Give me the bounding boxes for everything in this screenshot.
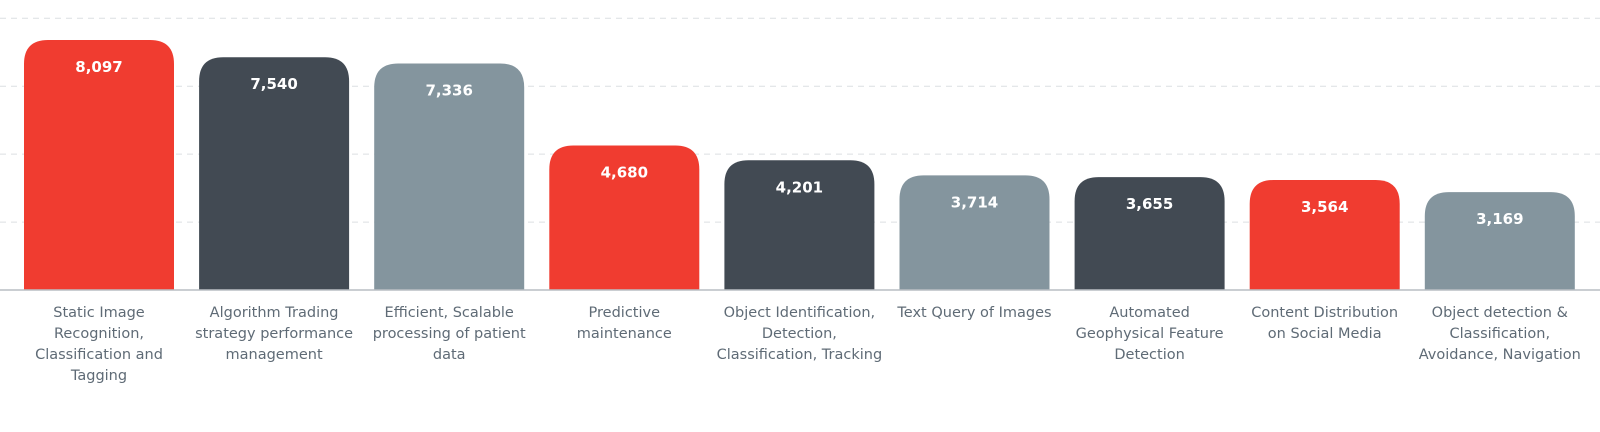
category-label-4: Predictive maintenance: [577, 305, 672, 342]
bar-6: [899, 175, 1050, 290]
category-label-line: management: [226, 347, 323, 363]
category-label-line: Static Image: [53, 305, 145, 321]
category-label-6: Text Query of Images: [896, 305, 1051, 321]
bar-2: [199, 57, 350, 291]
category-label-line: strategy performance: [195, 326, 353, 342]
category-label-line: Detection: [1114, 347, 1184, 363]
category-label-1: Static Image Recognition, Classification a…: [35, 305, 163, 384]
category-label-line: maintenance: [577, 326, 672, 342]
bar-value-label-9: 3,169: [1476, 210, 1523, 228]
category-label-9: Object detection & Classification, Avoidan…: [1419, 305, 1581, 363]
category-label-line: Classification,: [1450, 326, 1551, 342]
category-label-8: Content Distribution on Social Media: [1251, 305, 1398, 342]
category-labels-layer: Static Image Recognition, Classification a…: [35, 305, 1581, 384]
category-label-line: Algorithm Trading: [210, 305, 339, 321]
bar-5: [724, 160, 875, 290]
bar-value-label-7: 3,655: [1126, 195, 1173, 213]
category-label-3: Efficient, Scalable processing of patient…: [373, 305, 526, 363]
bar-value-label-3: 7,336: [425, 81, 472, 99]
category-label-line: Automated: [1109, 305, 1190, 321]
category-label-5: Object Identification, Detection, Classifi…: [717, 305, 883, 363]
category-label-line: Classification and: [35, 347, 163, 363]
category-label-line: data: [433, 347, 466, 363]
bar-7: [1074, 177, 1225, 290]
category-label-line: Efficient, Scalable: [385, 305, 514, 321]
bar-1: [24, 40, 174, 290]
category-label-line: on Social Media: [1268, 326, 1382, 342]
bar-value-label-5: 4,201: [776, 178, 823, 196]
category-label-line: Avoidance, Navigation: [1419, 347, 1581, 363]
bar-4: [549, 145, 700, 290]
category-label-line: Content Distribution: [1251, 305, 1398, 321]
category-label-line: Object detection &: [1432, 305, 1568, 321]
category-label-line: Recognition,: [54, 326, 144, 342]
category-label-line: Object Identification,: [724, 305, 876, 321]
category-label-line: Text Query of Images: [896, 305, 1051, 321]
category-label-7: Automated Geophysical Feature Detection: [1076, 305, 1224, 363]
category-label-line: Classification, Tracking: [717, 347, 883, 363]
bars-layer: 8,097 7,540 7,336 4,680 4,201 3,714 3,655 3,564…: [24, 40, 1575, 291]
bar-value-label-4: 4,680: [601, 164, 648, 182]
category-label-line: Geophysical Feature: [1076, 326, 1224, 342]
bar-value-label-1: 8,097: [75, 58, 122, 76]
category-label-line: Predictive: [589, 305, 661, 321]
category-label-line: Detection,: [762, 326, 837, 342]
bar-value-label-2: 7,540: [250, 75, 297, 93]
bar-value-label-8: 3,564: [1301, 198, 1348, 216]
category-label-2: Algorithm Trading strategy performance man…: [195, 305, 353, 363]
bar-9: [1424, 192, 1575, 290]
category-label-line: processing of patient: [373, 326, 526, 342]
bar-8: [1249, 179, 1400, 290]
bar-3: [374, 63, 525, 291]
category-label-line: Tagging: [70, 368, 127, 384]
bar-value-label-6: 3,714: [951, 193, 998, 211]
